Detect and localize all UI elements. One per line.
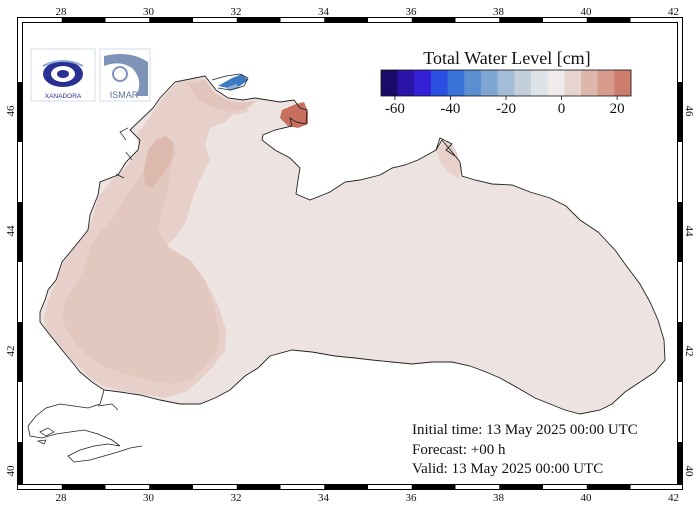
lat-label-right: 40: [683, 466, 695, 478]
legend-color-cell: [581, 70, 598, 96]
frame-segment: [324, 485, 368, 489]
lon-label-top: 32: [231, 6, 242, 18]
frame-segment: [586, 18, 631, 22]
legend-color-cell: [497, 70, 515, 96]
frame-segment: [678, 322, 682, 382]
logo-left: XANADORA: [30, 48, 96, 102]
frame-segment: [149, 485, 193, 489]
color-legend: Total Water Level [cm] -60 -40 -20 0 20: [380, 48, 632, 117]
frame-segment: [324, 18, 368, 22]
legend-color-cell: [414, 70, 432, 96]
logo-right-text: ISMAR: [110, 90, 139, 100]
legend-color-cell: [381, 70, 398, 96]
lon-label-top: 42: [668, 6, 679, 18]
legend-color-cell: [614, 70, 632, 96]
lon-label-top: 40: [581, 6, 593, 18]
lon-label-top: 36: [406, 6, 418, 18]
frame-segment: [18, 442, 22, 485]
lat-label-left: 44: [5, 225, 17, 237]
legend-color-cell: [447, 70, 465, 96]
cold-anomaly-dnieper: [218, 74, 248, 88]
lon-label-bottom: 42: [668, 492, 679, 504]
river-delta-coast: [115, 127, 133, 179]
lat-label-right: 42: [683, 346, 695, 357]
dnieper-outline: [211, 73, 249, 91]
lon-label-bottom: 28: [56, 492, 68, 504]
frame-segment: [18, 202, 22, 262]
lon-label-bottom: 40: [581, 492, 593, 504]
frame-segment: [411, 18, 456, 22]
lon-label-top: 34: [318, 6, 330, 18]
frame-segment: [499, 18, 543, 22]
frame-segment: [678, 82, 682, 142]
lon-label-bottom: 34: [318, 492, 330, 504]
legend-color-cell: [514, 70, 532, 96]
forecast-info: Initial time: 13 May 2025 00:00 UTC Fore…: [412, 422, 638, 477]
legend-tick-labels: -60 -40 -20 0 20: [385, 96, 625, 117]
sea-warm-north: [188, 80, 258, 112]
lat-label-left: 42: [5, 346, 17, 357]
frame-segment: [18, 322, 22, 382]
black-sea: [27, 73, 666, 463]
frame-segment: [61, 485, 106, 489]
frame-segment: [149, 18, 193, 22]
valid-time-text: Valid: 13 May 2025 00:00 UTC: [412, 461, 603, 477]
lon-label-bottom: 38: [493, 492, 505, 504]
frame-segment: [586, 485, 631, 489]
legend-color-cell: [547, 70, 565, 96]
lon-label-top: 38: [493, 6, 505, 18]
lon-label-top: 30: [143, 6, 155, 18]
sea-warm-west-inner: [62, 138, 220, 384]
map-frame: [17, 17, 683, 490]
frame-segment: [236, 485, 281, 489]
longitude-labels-top: 28 30 32 34 36 38 40 42: [56, 6, 680, 18]
lon-label-bottom: 30: [143, 492, 155, 504]
legend-color-cell: [431, 70, 448, 96]
lon-label-bottom: 32: [231, 492, 242, 504]
frame-segment: [678, 442, 682, 485]
forecast-step-text: Forecast: +00 h: [412, 442, 506, 458]
lon-label-top: 28: [56, 6, 68, 18]
latitude-labels-right: 40 42 44 46: [683, 106, 695, 478]
sea-warmer-patch: [144, 136, 174, 188]
logo-left-text: XANADORA: [45, 93, 82, 100]
lat-label-right: 44: [683, 226, 695, 238]
legend-color-cell: [531, 70, 548, 96]
frame-segment: [61, 18, 106, 22]
legend-tick-label: 0: [558, 101, 566, 117]
frame-segment: [18, 82, 22, 142]
latitude-labels-left: 40 42 44 46: [5, 105, 17, 477]
legend-title: Total Water Level [cm]: [423, 48, 590, 68]
frame-segment: [411, 485, 456, 489]
legend-colorbar: [380, 69, 632, 97]
legend-color-cell: [564, 70, 582, 96]
azov-outline: [435, 137, 456, 157]
longitude-labels-bottom: 28 30 32 34 36 38 40 42: [56, 492, 680, 504]
legend-tick-label: -20: [496, 101, 516, 117]
coastline: [39, 75, 666, 415]
legend-tick-label: -60: [385, 101, 405, 117]
lat-label-right: 46: [683, 106, 695, 118]
legend-tick-label: -40: [440, 101, 460, 117]
frame-segment: [236, 18, 281, 22]
legend-color-cell: [464, 70, 482, 96]
sea-warm-east-tip: [436, 140, 462, 178]
legend-color-cell: [397, 70, 415, 96]
marmara-coast: [27, 389, 143, 463]
legend-color-cell: [597, 70, 615, 96]
lat-label-left: 40: [5, 465, 17, 477]
lat-label-left: 46: [5, 105, 17, 117]
frame-segment: [499, 485, 543, 489]
frame-segment: [678, 202, 682, 262]
legend-color-cell: [481, 70, 498, 96]
lon-label-bottom: 36: [406, 492, 418, 504]
logo-right: ISMAR: [99, 48, 151, 102]
legend-tick-label: 20: [610, 101, 625, 117]
initial-time-text: Initial time: 13 May 2025 00:00 UTC: [412, 422, 638, 438]
